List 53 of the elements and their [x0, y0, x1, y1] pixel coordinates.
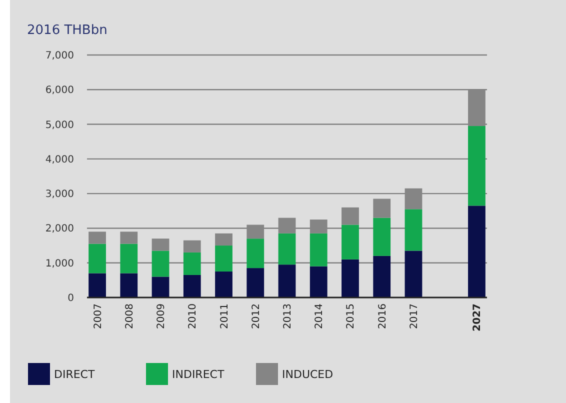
x-tick-label: 2014 [314, 304, 326, 329]
legend-label: INDUCED [282, 368, 334, 381]
y-tick-label: 1,000 [45, 258, 74, 270]
bar [373, 198, 391, 218]
x-tick-label: 2011 [219, 304, 230, 329]
chart-title: 2016 THBbn [27, 23, 108, 38]
bar [215, 272, 232, 298]
bar [152, 250, 170, 277]
bar [342, 207, 359, 225]
bar [342, 259, 359, 298]
legend-label: DIRECT [54, 368, 95, 381]
x-tick-label: 2027 [472, 303, 484, 332]
bar [215, 233, 232, 246]
bar [152, 238, 170, 251]
bar [404, 250, 422, 298]
bar [183, 240, 201, 252]
x-tick-label: 2009 [156, 304, 168, 329]
bar [88, 273, 106, 298]
x-tick-label: 2008 [124, 304, 136, 329]
x-tick-label: 2015 [346, 304, 357, 329]
bar [120, 273, 138, 298]
bar [373, 218, 391, 256]
y-tick-label: 3,000 [45, 189, 74, 200]
x-tick-label: 2013 [282, 304, 294, 329]
x-tick-label: 2017 [408, 304, 420, 329]
bar [373, 256, 391, 298]
bar [183, 274, 201, 298]
y-tick-label: 2,000 [45, 224, 74, 235]
bar [246, 268, 264, 298]
bar [404, 209, 422, 251]
bar [120, 232, 138, 244]
bar [120, 244, 138, 274]
y-tick-label: 4,000 [45, 154, 74, 166]
bar [88, 232, 106, 244]
bar [278, 264, 296, 298]
bar [215, 246, 232, 272]
y-tick-label: 5,000 [45, 120, 74, 131]
x-tick-label: 2007 [92, 304, 104, 329]
x-tick-label: 2010 [188, 304, 199, 329]
bar [342, 224, 359, 260]
bar [152, 276, 170, 298]
y-tick-label: 0 [68, 293, 74, 304]
y-tick-label: 7,000 [45, 50, 74, 62]
bar [183, 252, 201, 275]
bar [310, 266, 328, 298]
bar [246, 238, 264, 268]
x-tick-label: 2012 [250, 304, 262, 329]
x-tick-label: 2016 [377, 304, 388, 329]
bar [278, 233, 296, 265]
bar [310, 233, 328, 266]
y-tick-label: 6,000 [45, 85, 74, 96]
bar [88, 244, 106, 274]
legend-label: INDIRECT [172, 368, 224, 381]
